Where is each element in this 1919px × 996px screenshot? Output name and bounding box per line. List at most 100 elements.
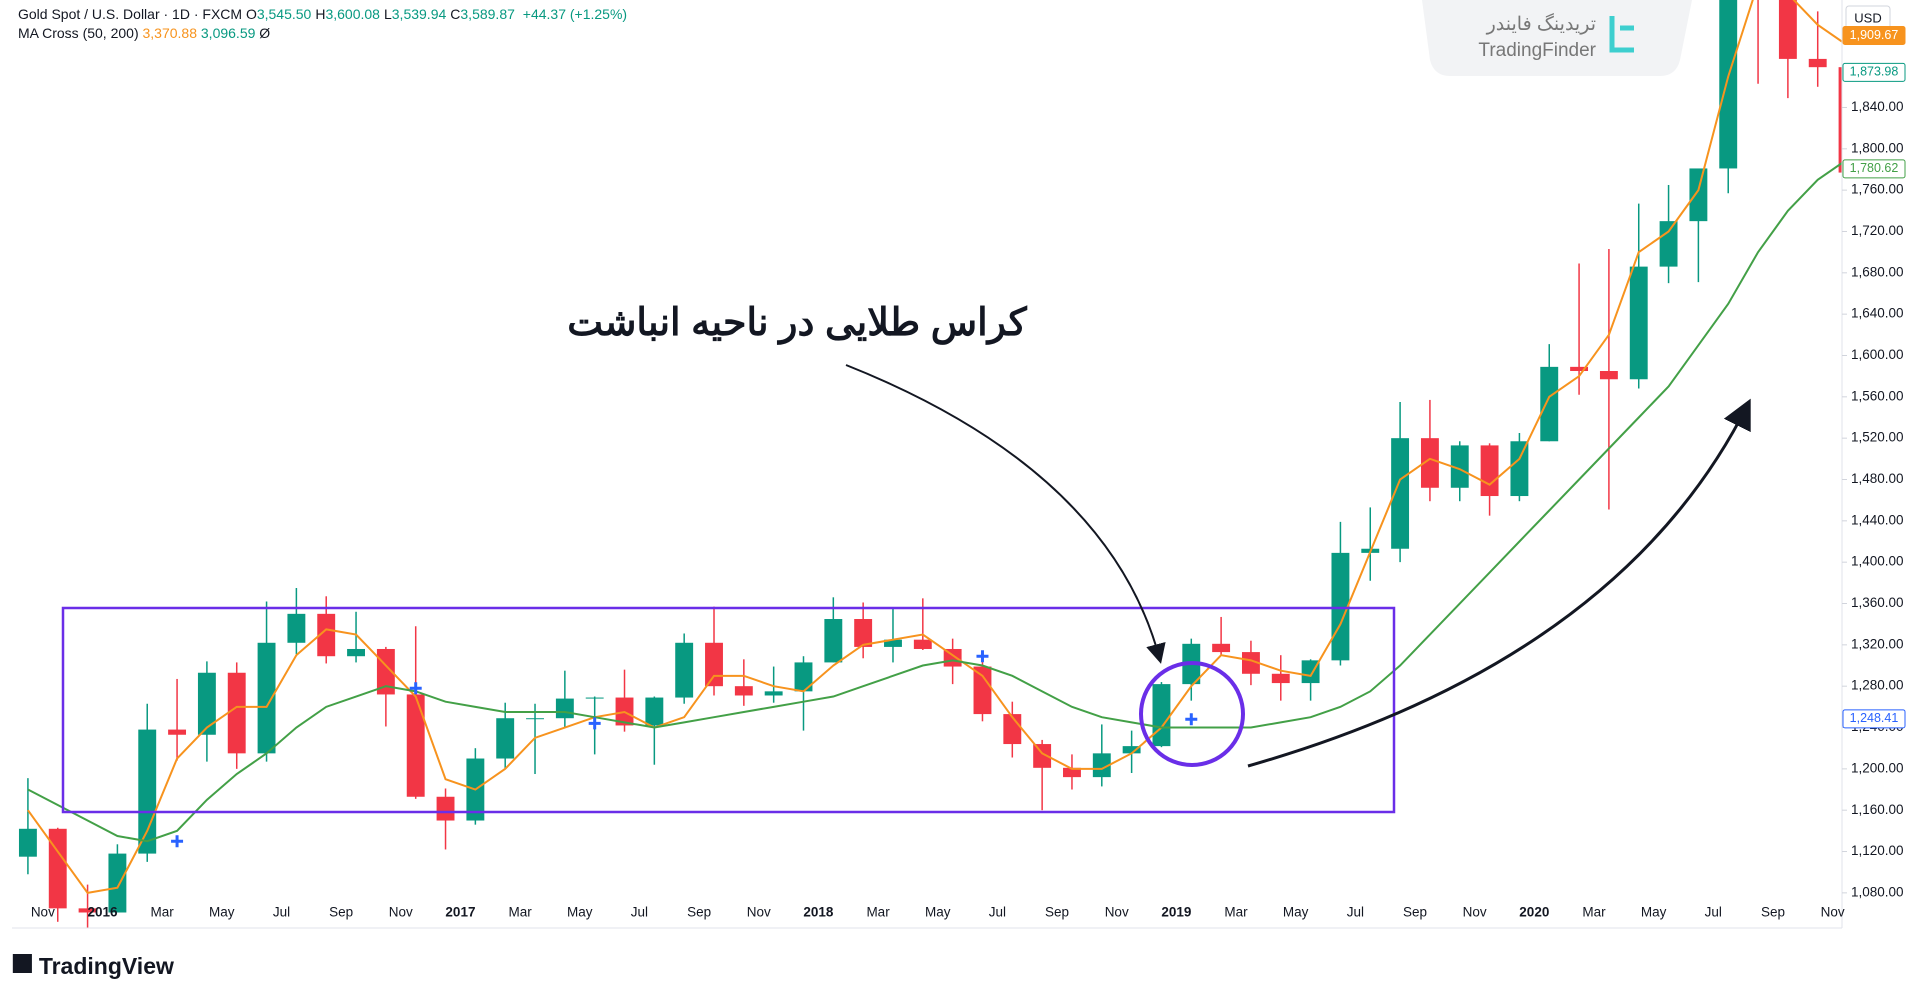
ma50-value: 3,370.88 xyxy=(142,25,198,41)
x-tick-label: 2020 xyxy=(1519,905,1549,920)
x-tick-label: May xyxy=(567,905,593,920)
candle-body xyxy=(1301,660,1320,684)
watermark-bg xyxy=(1422,0,1692,76)
y-tick-label: 1,120.00 xyxy=(1851,843,1904,858)
footer-text: TradingView xyxy=(38,953,174,979)
candle-body xyxy=(1152,684,1171,747)
candle-body xyxy=(1033,744,1052,768)
candle-body xyxy=(794,662,813,692)
cross-marker xyxy=(976,650,989,663)
y-tick-label: 1,280.00 xyxy=(1851,678,1904,693)
candle-body xyxy=(1092,753,1111,778)
y-tick-label: 1,680.00 xyxy=(1851,264,1904,279)
ohlc-value: 3,545.50 xyxy=(256,6,312,22)
candle-body xyxy=(1480,445,1499,497)
candle-body xyxy=(824,619,843,663)
x-tick-label: Nov xyxy=(1463,905,1487,920)
y-tick-label: 1,440.00 xyxy=(1851,512,1904,527)
ohlc-key: L xyxy=(383,6,392,22)
candle-body xyxy=(526,718,544,720)
symbol: Gold Spot / U.S. Dollar · 1D · FXCM xyxy=(18,6,243,22)
candle-body xyxy=(317,613,336,657)
candle-body xyxy=(287,613,306,643)
candle-body xyxy=(1570,366,1589,371)
x-tick-label: Sep xyxy=(687,905,711,920)
indicator-line: MA Cross (50, 200) 3,370.88 3,096.59 Ø xyxy=(18,24,627,43)
candle-body xyxy=(1540,366,1559,442)
y-tick-label: 1,640.00 xyxy=(1851,306,1904,321)
cross-circle xyxy=(1139,661,1245,767)
candle-body xyxy=(555,698,574,719)
candle-body xyxy=(48,828,67,909)
trend-arrow xyxy=(1247,398,1751,768)
cross-value: Ø xyxy=(259,25,271,41)
candle-body xyxy=(585,697,604,699)
candle-body xyxy=(436,796,455,821)
symbol-line: Gold Spot / U.S. Dollar · 1D · FXCM O3,5… xyxy=(18,5,627,24)
watermark-en: TradingFinder xyxy=(1478,40,1596,61)
candle-body xyxy=(1420,438,1439,488)
x-tick-label: Jul xyxy=(1705,905,1722,920)
candle-body xyxy=(18,828,37,857)
cross-marker xyxy=(409,682,422,695)
candle-body xyxy=(138,729,157,854)
y-tick-label: 1,560.00 xyxy=(1851,388,1904,403)
candle-body xyxy=(406,694,425,797)
x-tick-label: Nov xyxy=(31,905,55,920)
candle-body xyxy=(1599,370,1618,380)
ohlc-value: 3,589.87 xyxy=(460,6,515,22)
ma200-value: 3,096.59 xyxy=(200,25,256,41)
x-tick-label: Jul xyxy=(1347,905,1364,920)
plot xyxy=(18,0,1842,928)
y-tick-label: 1,360.00 xyxy=(1851,595,1904,610)
x-tick-label: Nov xyxy=(1821,905,1845,920)
y-tick-label: 1,720.00 xyxy=(1851,223,1904,238)
candle-body xyxy=(764,691,783,696)
candle-body xyxy=(197,672,216,735)
price-label-box xyxy=(1842,159,1906,179)
x-tick-label: Sep xyxy=(1403,905,1427,920)
candle-body xyxy=(854,619,873,647)
y-tick-label: 1,760.00 xyxy=(1851,182,1904,197)
x-tick-label: Mar xyxy=(1224,905,1248,920)
tv-logo: ⯀ xyxy=(12,950,33,980)
change: +44.37 (+1.25%) xyxy=(522,6,628,22)
candle-body xyxy=(1063,767,1081,778)
ohlc-value: 3,600.08 xyxy=(325,6,380,22)
price-label: 1,248.41 xyxy=(1850,711,1899,725)
price-label: 1,873.98 xyxy=(1850,65,1899,79)
x-tick-label: Nov xyxy=(1105,905,1129,920)
candle-body xyxy=(1659,221,1678,267)
candle-body xyxy=(1122,746,1141,754)
candle-body xyxy=(1510,441,1529,497)
y-tick-label: 1,840.00 xyxy=(1851,99,1904,114)
candle-body xyxy=(1391,438,1410,549)
candle-body xyxy=(675,642,694,698)
x-tick-label: Sep xyxy=(1045,905,1069,920)
header: Gold Spot / U.S. Dollar · 1D · FXCM O3,5… xyxy=(18,5,627,43)
price-label-box xyxy=(1842,25,1906,45)
x-tick-label: Nov xyxy=(389,905,413,920)
candle-body xyxy=(1450,445,1469,488)
candle-body xyxy=(78,908,97,913)
candle-body xyxy=(1689,168,1708,222)
x-tick-label: Nov xyxy=(747,905,771,920)
candle-body xyxy=(168,729,187,735)
ohlc-value: 3,539.94 xyxy=(391,6,447,22)
watermark-logo xyxy=(1609,16,1634,53)
x-tick-label: Jul xyxy=(273,905,290,920)
x-tick-label: 2019 xyxy=(1161,905,1191,920)
x-tick-label: May xyxy=(209,905,235,920)
cross-marker xyxy=(171,835,184,848)
ohlc-key: H xyxy=(315,6,326,22)
price-label-box xyxy=(1842,62,1906,82)
candle-body xyxy=(347,648,365,657)
x-tick-label: Jul xyxy=(989,905,1006,920)
candle-body xyxy=(1838,67,1842,173)
price-label: 1,909.67 xyxy=(1850,28,1899,42)
candle-body xyxy=(1808,58,1827,68)
candle-body xyxy=(734,686,753,696)
cross-marker xyxy=(588,717,601,730)
x-tick-label: Sep xyxy=(329,905,353,920)
